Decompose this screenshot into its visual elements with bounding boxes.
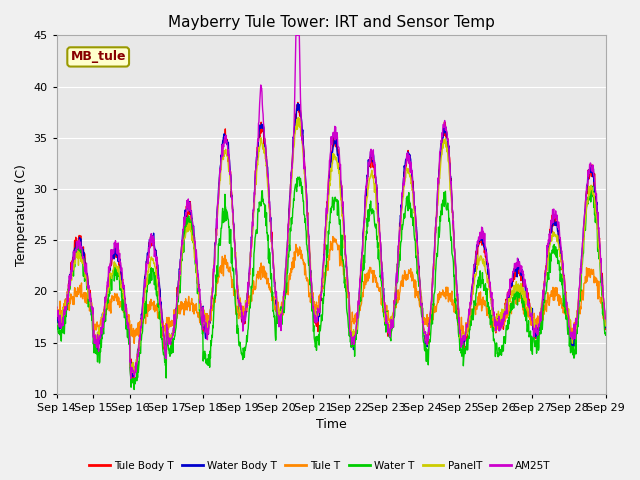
- X-axis label: Time: Time: [316, 419, 346, 432]
- Title: Mayberry Tule Tower: IRT and Sensor Temp: Mayberry Tule Tower: IRT and Sensor Temp: [168, 15, 495, 30]
- Text: MB_tule: MB_tule: [70, 50, 126, 63]
- Legend: Tule Body T, Water Body T, Tule T, Water T, PanelT, AM25T: Tule Body T, Water Body T, Tule T, Water…: [85, 456, 555, 475]
- Y-axis label: Temperature (C): Temperature (C): [15, 164, 28, 265]
